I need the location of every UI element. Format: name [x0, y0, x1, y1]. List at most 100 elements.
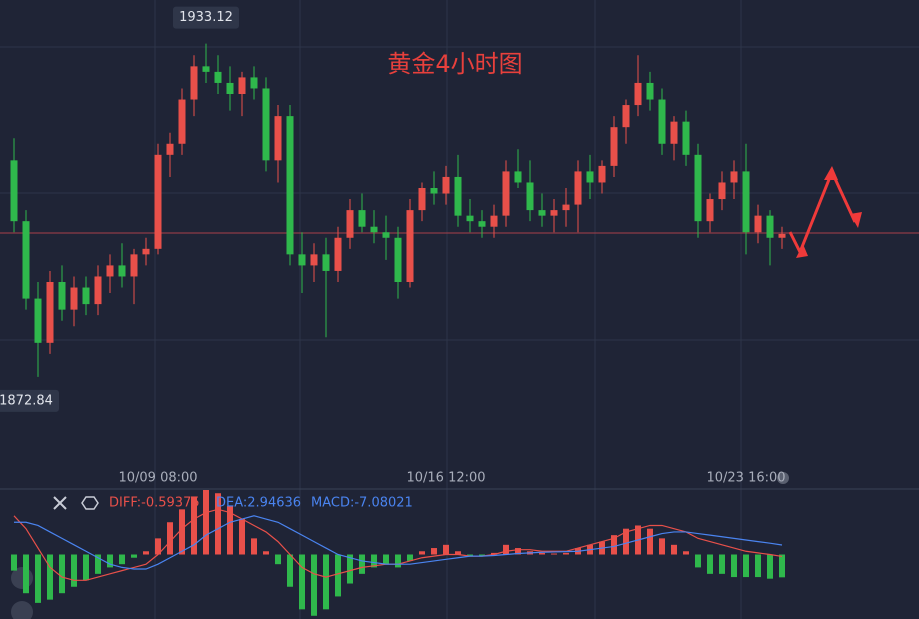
tool-button[interactable]	[11, 601, 33, 619]
candle-body	[406, 210, 414, 282]
macd-bar	[347, 554, 353, 584]
legend-label: DIFF:-0.59375	[109, 496, 200, 511]
macd-bar	[623, 528, 629, 555]
zigzag-arrow	[788, 168, 857, 256]
macd-bar	[767, 554, 773, 579]
macd-bar	[239, 519, 245, 555]
macd-bar	[443, 544, 449, 555]
macd-bar	[731, 554, 737, 578]
macd-bar	[83, 554, 89, 581]
macd-bar	[551, 553, 557, 555]
macd-bar	[779, 554, 785, 578]
candle-body	[106, 265, 114, 277]
candle-body	[22, 221, 30, 299]
candle-body	[658, 99, 666, 144]
candle-body	[766, 215, 774, 238]
macd-bar	[707, 554, 713, 574]
candle-body	[394, 237, 402, 282]
macd-bar	[107, 554, 113, 568]
macd-bar	[95, 554, 101, 574]
macd-bar	[251, 538, 257, 555]
candle-body	[454, 176, 462, 216]
candle-body	[214, 71, 222, 83]
price-tag: 1872.84	[0, 389, 59, 412]
candle-body	[634, 82, 642, 106]
annotation-arrows	[788, 166, 862, 258]
candle-body	[382, 232, 390, 238]
macd-bar	[563, 552, 569, 555]
macd-bar	[359, 554, 365, 574]
macd-bar	[611, 535, 617, 555]
macd-bar	[167, 522, 173, 555]
scroll-handle[interactable]	[777, 472, 789, 484]
candle-body	[70, 287, 78, 310]
candle-body	[142, 248, 150, 255]
candle-body	[58, 282, 66, 310]
candle-body	[226, 82, 234, 94]
candle-body	[730, 171, 738, 183]
arrow-head	[824, 166, 838, 180]
arrow-head	[796, 244, 808, 258]
candle-body	[166, 143, 174, 155]
candle-body	[490, 215, 498, 227]
candle-body	[82, 287, 90, 305]
candle-body	[550, 210, 558, 216]
legend-label: DEA:2.94636	[216, 496, 301, 511]
candle-body	[514, 171, 522, 183]
candle-body	[718, 182, 726, 200]
candle-body	[310, 254, 318, 266]
macd-bar	[695, 554, 701, 568]
legend-label: MACD:-7.08021	[311, 496, 413, 511]
macd-bar	[395, 554, 401, 568]
macd-bar	[431, 548, 437, 555]
candle-body	[238, 77, 246, 94]
candle-body	[646, 82, 654, 100]
macd-bar	[743, 554, 749, 578]
candle-body	[370, 226, 378, 233]
macd-bar	[647, 528, 653, 555]
candle-body	[502, 171, 510, 216]
candle-body	[130, 254, 138, 277]
price-tag-box	[173, 6, 239, 29]
macd-bar	[47, 554, 53, 600]
macd-bar	[287, 554, 293, 587]
macd-bar	[191, 496, 197, 555]
price-tag-box	[0, 389, 59, 412]
macd-bar	[491, 552, 497, 555]
candle-body	[286, 116, 294, 255]
candle-body	[46, 282, 54, 343]
macd-bar	[59, 554, 65, 594]
candle-body	[466, 215, 474, 222]
candle-body	[334, 237, 342, 271]
candle-body	[202, 66, 210, 72]
close-icon[interactable]	[53, 496, 67, 510]
candle-body	[682, 121, 690, 155]
macd-bar	[179, 509, 185, 555]
candle-body	[190, 66, 198, 100]
macd-bar	[719, 554, 725, 574]
candle-body	[538, 210, 546, 216]
macd-bar	[155, 538, 161, 555]
macd-bar	[311, 554, 317, 616]
candle-body	[574, 171, 582, 205]
macd-line	[14, 515, 783, 570]
macd-bar	[659, 538, 665, 555]
candle-body	[34, 298, 42, 343]
price-tag-label: 1872.84	[0, 393, 53, 408]
candle-body	[754, 215, 762, 233]
candle-body	[418, 188, 426, 211]
macd-bar	[143, 551, 149, 555]
macd-bar	[455, 551, 461, 555]
macd-bar	[215, 493, 221, 555]
macd-bar	[11, 554, 17, 571]
x-tick-label: 10/23 16:00	[706, 471, 785, 486]
candle-body	[250, 77, 258, 89]
macd-bar	[503, 544, 509, 555]
settings-icon[interactable]	[81, 496, 99, 510]
macd-bar	[23, 554, 29, 594]
price-tag: 1933.12	[173, 6, 239, 29]
candle-body	[358, 210, 366, 227]
macd-bar	[407, 554, 413, 561]
